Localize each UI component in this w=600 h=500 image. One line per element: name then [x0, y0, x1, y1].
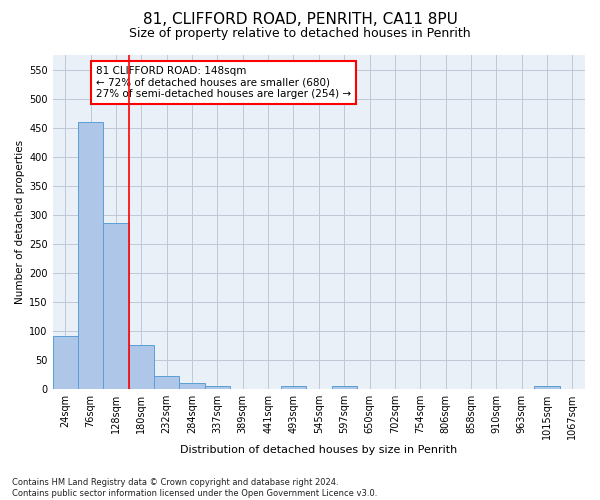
- Bar: [154, 376, 179, 389]
- Text: Contains HM Land Registry data © Crown copyright and database right 2024.
Contai: Contains HM Land Registry data © Crown c…: [12, 478, 377, 498]
- Bar: [332, 386, 357, 389]
- Bar: [205, 386, 230, 389]
- Bar: [281, 386, 306, 389]
- Text: 81 CLIFFORD ROAD: 148sqm
← 72% of detached houses are smaller (680)
27% of semi-: 81 CLIFFORD ROAD: 148sqm ← 72% of detach…: [96, 66, 351, 99]
- Y-axis label: Number of detached properties: Number of detached properties: [15, 140, 25, 304]
- Text: 81, CLIFFORD ROAD, PENRITH, CA11 8PU: 81, CLIFFORD ROAD, PENRITH, CA11 8PU: [143, 12, 457, 28]
- Bar: [103, 223, 129, 389]
- Bar: [53, 336, 78, 389]
- Bar: [535, 386, 560, 389]
- Text: Size of property relative to detached houses in Penrith: Size of property relative to detached ho…: [129, 28, 471, 40]
- Bar: [129, 345, 154, 389]
- X-axis label: Distribution of detached houses by size in Penrith: Distribution of detached houses by size …: [180, 445, 457, 455]
- Bar: [179, 384, 205, 389]
- Bar: [78, 122, 103, 389]
